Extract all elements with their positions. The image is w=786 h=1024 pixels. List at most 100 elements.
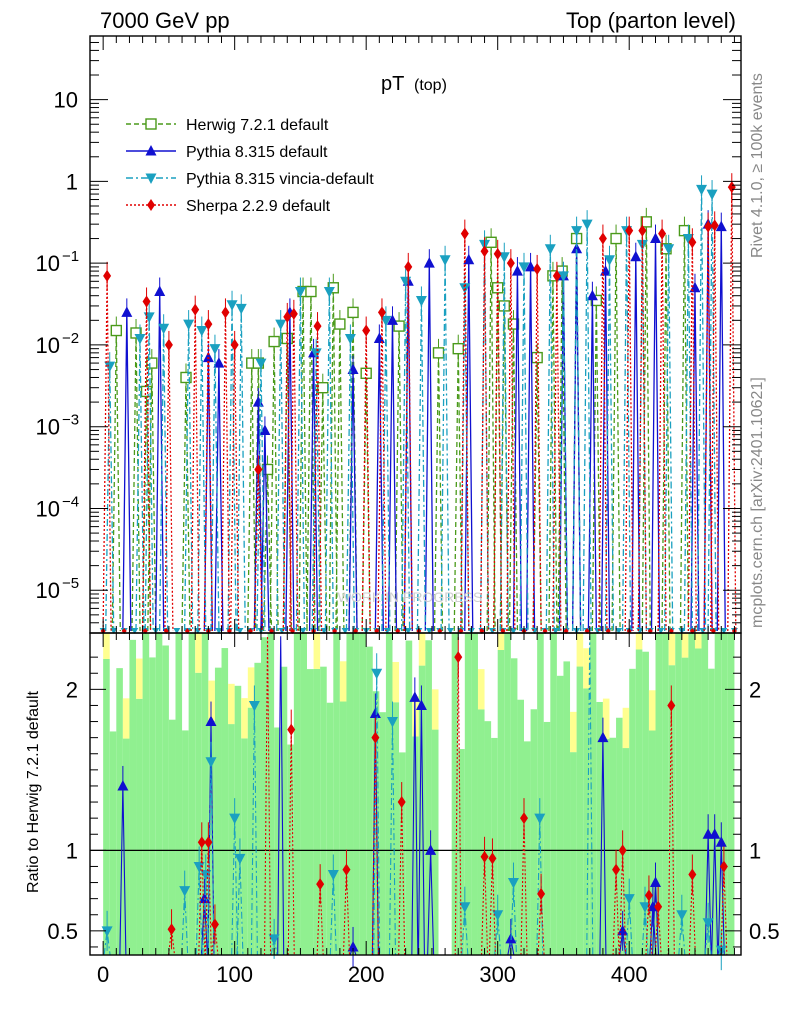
band-green	[116, 668, 123, 955]
band-green	[313, 668, 321, 955]
band-green	[201, 633, 209, 955]
data-point	[221, 306, 230, 319]
band-green	[556, 675, 564, 955]
band-green	[477, 709, 485, 955]
band-yellow	[241, 698, 248, 739]
data-point	[498, 252, 510, 263]
band-green	[464, 633, 472, 955]
data-point	[630, 250, 642, 262]
data-point	[134, 333, 146, 345]
ratio-point	[618, 844, 627, 857]
data-point	[682, 234, 694, 245]
data-point	[347, 306, 359, 319]
band-yellow	[431, 689, 439, 730]
band-green	[293, 633, 301, 955]
data-point	[235, 303, 247, 315]
chart-title-main: pT	[381, 73, 404, 95]
ratio-point	[117, 779, 129, 791]
band-green	[648, 730, 656, 955]
band-green	[504, 633, 511, 955]
band-green	[418, 665, 426, 955]
data-point	[552, 269, 561, 282]
band-yellow	[497, 633, 505, 650]
band-yellow	[694, 633, 702, 649]
legend-label: Pythia 8.315 default	[186, 144, 328, 161]
data-point	[191, 303, 200, 316]
ratio-point	[688, 868, 697, 881]
main-series-layer	[99, 173, 738, 634]
band-green	[300, 633, 307, 955]
data-point	[310, 348, 322, 359]
band-green	[662, 633, 669, 955]
band-green	[694, 648, 702, 955]
ratio-point	[371, 668, 383, 680]
band-green	[537, 633, 544, 955]
data-point	[283, 310, 292, 323]
ratio-point	[369, 707, 381, 718]
ratio-point	[205, 715, 217, 727]
data-point	[143, 312, 155, 323]
band-yellow	[228, 683, 235, 725]
data-point	[305, 285, 317, 298]
band-green	[267, 633, 275, 955]
band-green	[727, 633, 735, 955]
data-point	[715, 220, 727, 232]
baseline-marker	[215, 628, 223, 634]
y-tick-label-exp: −1	[62, 248, 79, 265]
data-point	[650, 232, 662, 244]
ratio-point	[200, 870, 212, 881]
legend: Herwig 7.2.1 default Pythia 8.315 default…	[126, 117, 374, 215]
data-point	[121, 306, 133, 317]
y-tick-label: 1	[66, 169, 78, 194]
y-tick-label: 10	[36, 333, 60, 358]
band-yellow	[247, 667, 255, 708]
data-point	[710, 219, 719, 232]
band-yellow	[339, 661, 347, 702]
ratio-point	[229, 813, 241, 825]
y-tick-label-exp: −5	[62, 575, 79, 592]
band-green	[136, 698, 143, 955]
data-point	[202, 351, 214, 363]
legend-marker	[145, 173, 157, 184]
band-green	[221, 648, 229, 955]
baseline-marker	[615, 628, 623, 634]
data-point	[254, 463, 263, 476]
watermark: WORK IN PROGRESS	[338, 589, 483, 605]
baseline-marker	[236, 628, 244, 634]
band-green	[675, 633, 682, 955]
data-point	[439, 255, 451, 266]
ratio-uncertainty-bands	[103, 633, 735, 955]
ratio-point	[612, 863, 621, 876]
band-green	[103, 659, 110, 955]
data-point	[154, 285, 166, 297]
band-yellow	[208, 680, 215, 721]
data-point	[603, 255, 615, 266]
legend-marker	[145, 145, 157, 156]
ratio-point	[316, 878, 325, 891]
x-tick-label: 100	[216, 962, 253, 987]
x-tick-label: 300	[479, 962, 516, 987]
ratio-point	[268, 934, 280, 945]
band-green	[405, 640, 413, 955]
band-yellow	[477, 669, 485, 710]
ratio-y-tick-label-right: 1	[749, 838, 761, 863]
data-point	[204, 318, 213, 331]
data-point	[380, 315, 392, 327]
data-point	[404, 260, 413, 273]
y-tick-label: 10	[36, 415, 60, 440]
data-point	[640, 216, 653, 228]
data-point	[183, 319, 195, 331]
data-point	[610, 232, 622, 245]
band-green	[228, 724, 235, 955]
band-green	[307, 669, 314, 955]
ratio-point	[534, 813, 546, 825]
data-point	[518, 262, 530, 273]
band-green	[635, 649, 643, 955]
data-point	[362, 324, 371, 337]
band-green	[149, 657, 156, 955]
ratio-point	[342, 863, 351, 876]
data-point	[377, 306, 386, 319]
band-green	[550, 633, 557, 955]
band-yellow	[622, 707, 630, 749]
